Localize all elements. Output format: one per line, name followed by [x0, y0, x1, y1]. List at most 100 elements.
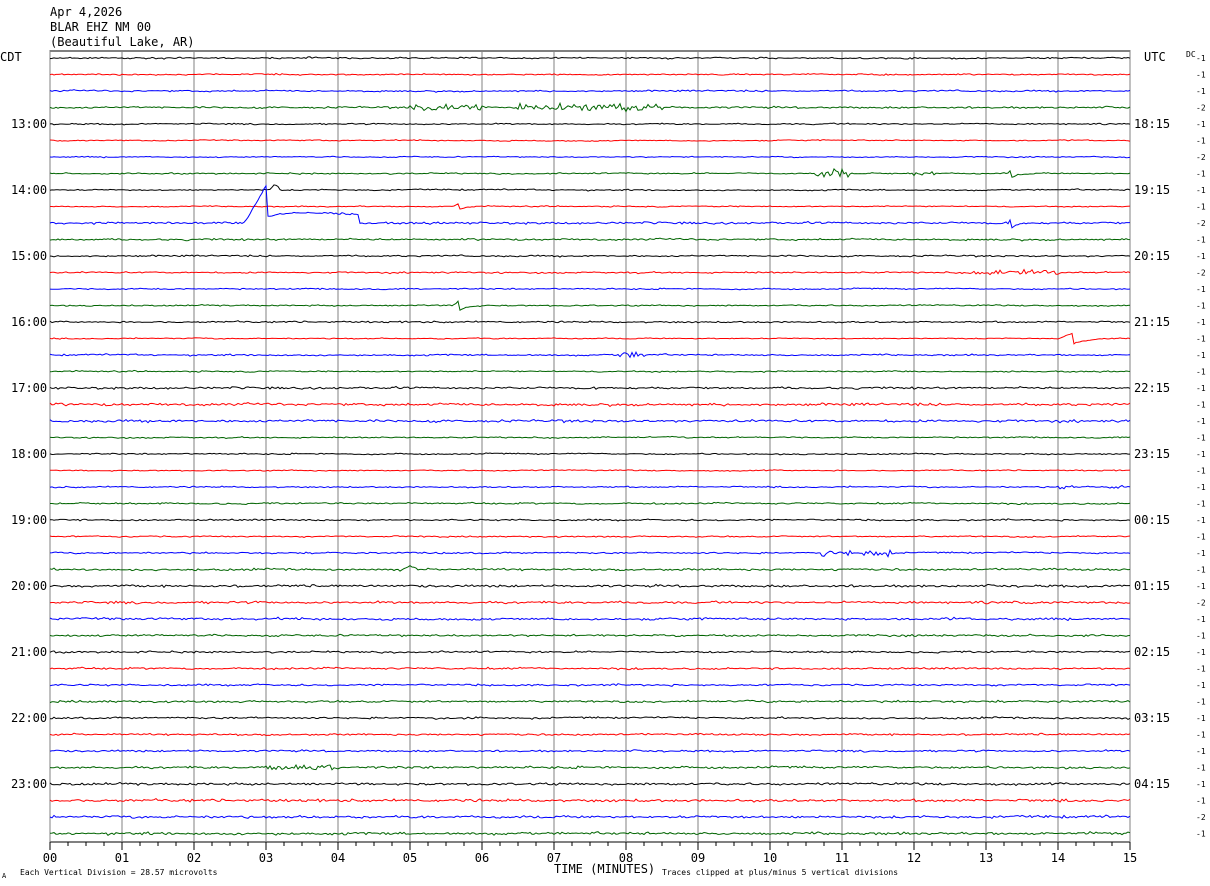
dc-offset-value: -1: [1196, 549, 1206, 558]
trace-line: [50, 203, 1131, 210]
dc-offset-value: -1: [1196, 615, 1206, 624]
x-tick-label: 09: [691, 851, 705, 865]
dc-offset-value: -1: [1196, 401, 1206, 410]
left-hour-label: 23:00: [11, 777, 47, 791]
trace-line: [49, 435, 1131, 440]
dc-offset-value: -1: [1196, 665, 1206, 674]
plot-frame: [49, 50, 1131, 843]
dc-offset-value: -1: [1196, 450, 1206, 459]
trace-line: [49, 548, 1131, 558]
dc-offset-value: -1: [1196, 533, 1206, 542]
dc-offset-value: -1: [1196, 797, 1206, 806]
dc-offset-value: -1: [1196, 137, 1206, 146]
dc-offset-value: -2: [1196, 599, 1206, 608]
x-tick-label: 07: [547, 851, 561, 865]
x-tick-label: 10: [763, 851, 777, 865]
trace-line: [49, 583, 1130, 589]
dc-offset-value: -1: [1196, 632, 1206, 641]
dc-offset-value: -1: [1196, 467, 1206, 476]
dc-offset-value: -1: [1196, 351, 1206, 360]
right-hour-label: 22:15: [1134, 381, 1170, 395]
dc-offset-value: -1: [1196, 681, 1206, 690]
trace-line: [49, 797, 1131, 803]
right-hour-label: 00:15: [1134, 513, 1170, 527]
trace-line: [49, 564, 1131, 572]
dc-offset-value: -1: [1196, 434, 1206, 443]
x-tick-label: 11: [835, 851, 849, 865]
left-hour-label: 14:00: [11, 183, 47, 197]
left-hour-label: 21:00: [11, 645, 47, 659]
left-hour-label: 17:00: [11, 381, 47, 395]
trace-line: [49, 138, 1131, 142]
trace-line: [49, 484, 1131, 490]
right-hour-label: 19:15: [1134, 183, 1170, 197]
dc-offset-value: -1: [1196, 764, 1206, 773]
trace-line: [49, 332, 1131, 345]
trace-line: [49, 534, 1131, 538]
trace-line: [49, 155, 1131, 159]
trace-line: [49, 101, 1131, 113]
trace-line: [49, 814, 1131, 820]
trace-line: [49, 468, 1131, 472]
right-hour-label: 21:15: [1134, 315, 1170, 329]
trace-line: [49, 452, 1130, 456]
trace-line: [49, 167, 1131, 179]
trace-line: [49, 254, 1131, 258]
trace-line: [49, 763, 1131, 771]
trace-line: [49, 300, 1131, 311]
trace-line: [49, 320, 1131, 324]
dc-offset-value: -1: [1196, 302, 1206, 311]
x-tick-label: 06: [475, 851, 489, 865]
dc-offset-value: -1: [1196, 582, 1206, 591]
right-timezone-label: UTC: [1144, 50, 1166, 64]
dc-offset-value: -1: [1196, 516, 1206, 525]
trace-line: [49, 385, 1131, 390]
dc-offset-value: -2: [1196, 269, 1206, 278]
x-axis-ticks: 00 01 02 03 04 05 06 07 08 09 10 11 12 13 14 15: [43, 842, 1137, 865]
dc-offset-value: -1: [1196, 384, 1206, 393]
trace-line: [49, 418, 1131, 424]
dc-offset-value: -1: [1196, 236, 1206, 245]
left-hour-labels: 13:00 14:00 15:00 16:00 17:00 18:00 19:00 20:00…: [11, 117, 47, 791]
location-label: (Beautiful Lake, AR): [50, 35, 195, 49]
dc-offset-value: -2: [1196, 219, 1206, 228]
x-axis-title: TIME (MINUTES): [554, 862, 655, 876]
left-timezone-label: CDT: [0, 50, 22, 64]
trace-line: [49, 732, 1131, 737]
dc-offset-value: -2: [1196, 153, 1206, 162]
left-hour-label: 22:00: [11, 711, 47, 725]
x-tick-label: 02: [187, 851, 201, 865]
right-hour-label: 18:15: [1134, 117, 1170, 131]
right-hour-label: 01:15: [1134, 579, 1170, 593]
dc-offset-value: -1: [1196, 714, 1206, 723]
x-tick-label: 05: [403, 851, 417, 865]
left-hour-label: 19:00: [11, 513, 47, 527]
corner-mark: A: [2, 872, 7, 880]
dc-offset-value: -1: [1196, 120, 1206, 129]
trace-line: [49, 518, 1131, 522]
dc-offset-value: -1: [1196, 648, 1206, 657]
dc-offset-value: -1: [1196, 170, 1206, 179]
dc-offset-value: -1: [1196, 698, 1206, 707]
dc-offset-value: -1: [1196, 747, 1206, 756]
right-hour-label: 03:15: [1134, 711, 1170, 725]
dc-offset-value: -1: [1196, 54, 1206, 63]
trace-line: [49, 830, 1131, 836]
x-tick-label: 03: [259, 851, 273, 865]
trace-line: [49, 89, 1131, 93]
trace-line: [49, 650, 1131, 654]
trace-line: [49, 683, 1131, 687]
trace-line: [49, 749, 1131, 753]
left-hour-label: 15:00: [11, 249, 47, 263]
right-hour-label: 04:15: [1134, 777, 1170, 791]
dc-offset-value: -1: [1196, 830, 1206, 839]
dc-offset-value: -1: [1196, 417, 1206, 426]
x-tick-label: 00: [43, 851, 57, 865]
station-label: BLAR EHZ NM 00: [50, 20, 151, 34]
trace-line: [49, 666, 1131, 671]
x-tick-label: 15: [1123, 851, 1137, 865]
dc-offset-value: -1: [1196, 87, 1206, 96]
clip-note: Traces clipped at plus/minus 5 vertical …: [662, 868, 898, 877]
dc-offset-value: -1: [1196, 483, 1206, 492]
